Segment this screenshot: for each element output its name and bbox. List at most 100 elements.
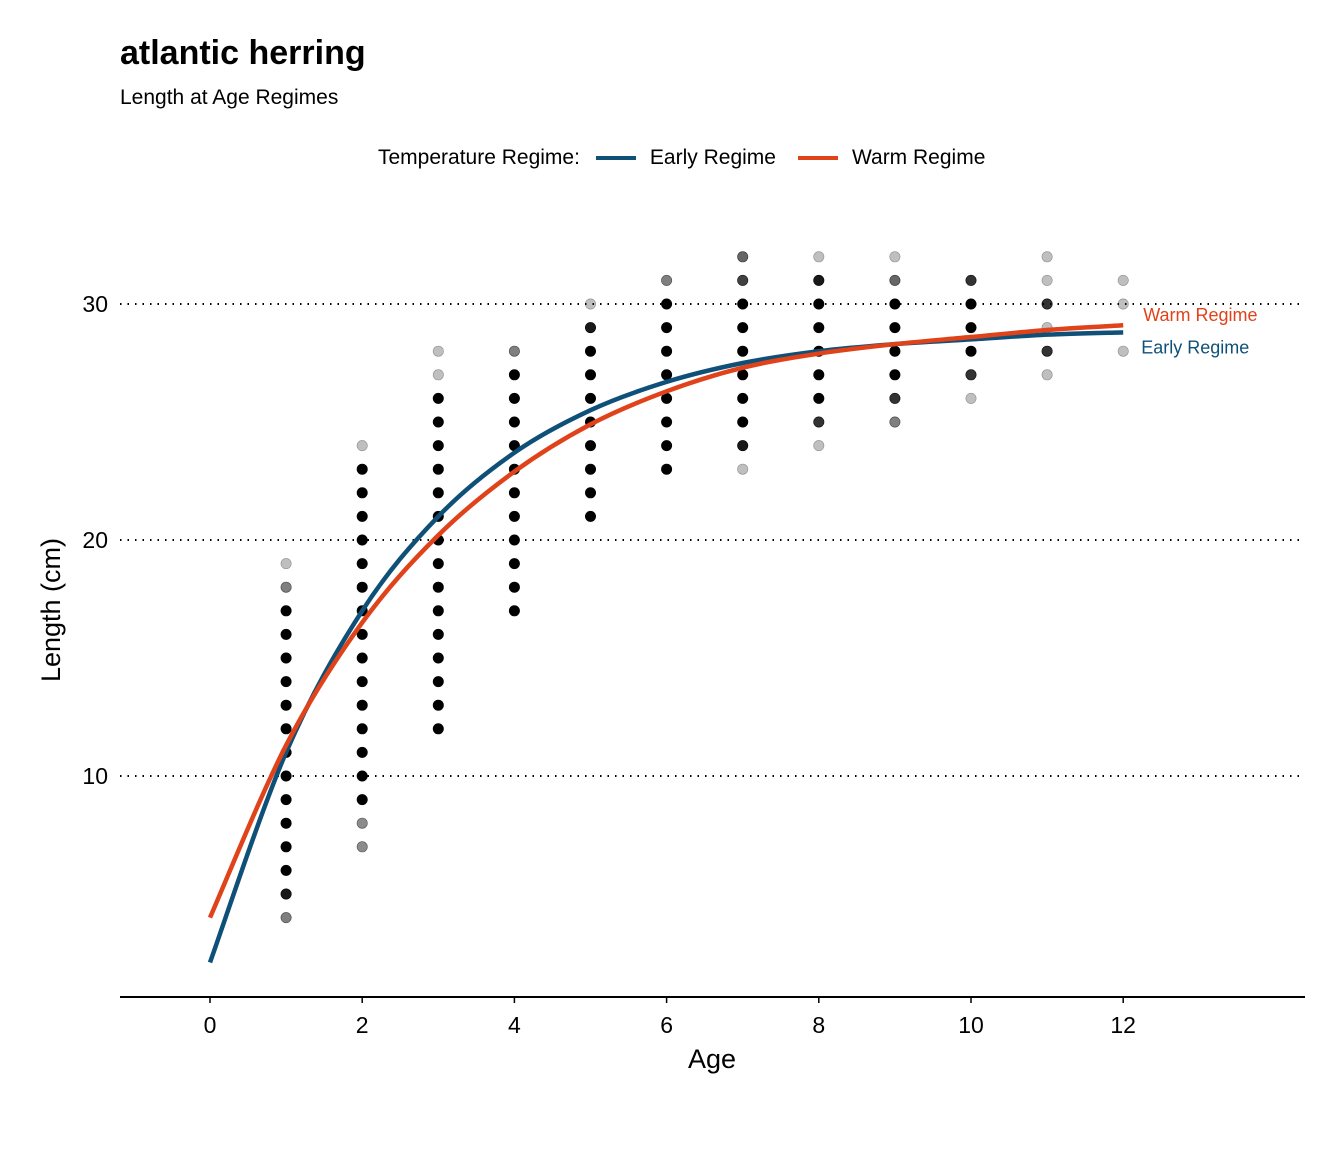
data-point <box>356 817 368 829</box>
data-point <box>356 770 368 782</box>
data-point <box>813 322 825 334</box>
data-point <box>661 463 673 475</box>
data-point <box>1041 345 1053 357</box>
data-point <box>280 652 292 664</box>
data-point <box>965 322 977 334</box>
data-point <box>356 841 368 853</box>
data-point <box>508 558 520 570</box>
data-point <box>356 676 368 688</box>
curve-warm-regime <box>207 322 1124 919</box>
x-tick-label: 0 <box>204 1012 217 1038</box>
data-point <box>356 463 368 475</box>
data-point <box>432 676 444 688</box>
data-point <box>356 534 368 546</box>
data-point <box>737 463 749 475</box>
data-point <box>965 369 977 381</box>
chart-title: atlantic herring <box>120 34 366 72</box>
data-point <box>813 416 825 428</box>
data-point <box>280 581 292 593</box>
data-point <box>280 794 292 806</box>
x-tick-label: 2 <box>356 1012 369 1038</box>
data-point <box>661 345 673 357</box>
data-point <box>965 392 977 404</box>
data-point <box>508 510 520 522</box>
gridlines <box>120 303 1305 777</box>
data-point <box>737 392 749 404</box>
x-axis-ticks: 0 2 4 6 8 10 12 <box>204 997 1136 1038</box>
data-point <box>356 440 368 452</box>
data-point <box>432 558 444 570</box>
data-point <box>432 345 444 357</box>
data-point <box>280 817 292 829</box>
x-tick-label: 8 <box>812 1012 825 1038</box>
data-point <box>280 676 292 688</box>
y-tick-label: 20 <box>82 527 108 553</box>
data-point <box>280 723 292 735</box>
data-point <box>661 274 673 286</box>
data-point <box>813 274 825 286</box>
chart-subtitle: Length at Age Regimes <box>120 86 339 109</box>
data-point <box>1117 274 1129 286</box>
data-point <box>432 369 444 381</box>
data-point <box>584 463 596 475</box>
data-point <box>356 652 368 664</box>
data-point <box>508 534 520 546</box>
data-point <box>280 864 292 876</box>
data-point <box>432 416 444 428</box>
data-point <box>356 628 368 640</box>
data-point <box>280 888 292 900</box>
data-point <box>584 369 596 381</box>
data-point <box>1041 274 1053 286</box>
data-point <box>737 416 749 428</box>
x-tick-label: 10 <box>958 1012 984 1038</box>
data-point <box>889 416 901 428</box>
data-point <box>432 487 444 499</box>
data-point <box>737 369 749 381</box>
end-label-warm: Warm Regime <box>1143 305 1257 325</box>
y-axis-ticks: 10 20 30 <box>82 291 108 789</box>
data-point <box>889 251 901 263</box>
data-point <box>280 558 292 570</box>
data-point <box>584 487 596 499</box>
data-point <box>508 487 520 499</box>
data-point <box>1117 345 1129 357</box>
data-point <box>432 581 444 593</box>
data-point <box>661 440 673 452</box>
end-labels: Warm Regime Early Regime <box>1141 305 1257 357</box>
data-point <box>432 392 444 404</box>
data-point <box>356 581 368 593</box>
data-point <box>356 487 368 499</box>
data-point <box>280 841 292 853</box>
legend: Temperature Regime: Early Regime Warm Re… <box>0 146 1344 176</box>
data-point <box>965 345 977 357</box>
data-point <box>432 723 444 735</box>
data-point <box>584 510 596 522</box>
data-point <box>737 345 749 357</box>
x-axis-title: Age <box>688 1044 736 1074</box>
data-point <box>280 628 292 640</box>
x-tick-label: 4 <box>508 1012 521 1038</box>
data-point <box>737 322 749 334</box>
data-point <box>584 298 596 310</box>
data-point <box>889 345 901 357</box>
y-tick-label: 10 <box>82 763 108 789</box>
data-point <box>280 912 292 924</box>
data-point <box>889 298 901 310</box>
data-point <box>661 322 673 334</box>
data-point <box>356 746 368 758</box>
data-point <box>737 298 749 310</box>
data-point <box>737 251 749 263</box>
data-point <box>584 392 596 404</box>
data-point <box>889 369 901 381</box>
data-point <box>813 369 825 381</box>
data-point <box>584 322 596 334</box>
legend-title: Temperature Regime: <box>378 146 580 169</box>
regime-curves <box>207 322 1124 964</box>
data-point <box>356 723 368 735</box>
legend-item-warm: Warm Regime <box>782 146 985 170</box>
x-tick-label: 12 <box>1110 1012 1136 1038</box>
data-point <box>889 392 901 404</box>
data-point <box>280 605 292 617</box>
legend-label-warm: Warm Regime <box>851 146 986 169</box>
